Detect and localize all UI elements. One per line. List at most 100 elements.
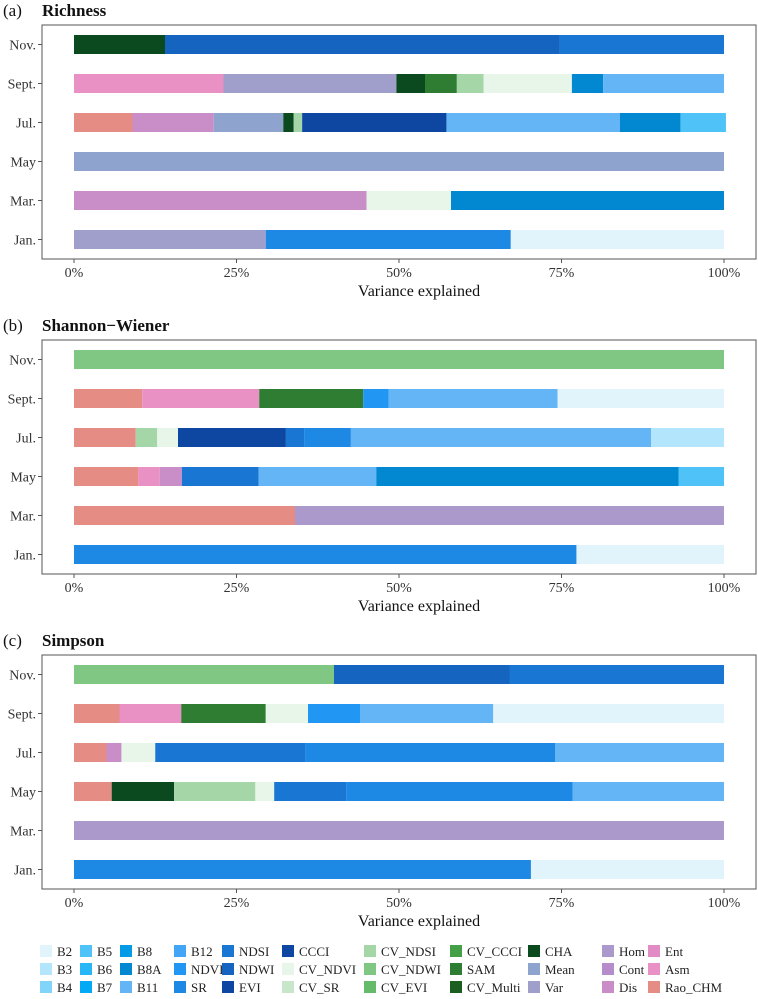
bar-segment-b2 [576, 545, 724, 564]
bar-segment-asm [142, 389, 260, 408]
x-tick-label: 75% [549, 896, 575, 911]
legend-label-cv-evi: CV_EVI [381, 980, 427, 995]
x-tick-label: 50% [386, 581, 412, 596]
bar-segment-b5 [678, 467, 724, 486]
bar-segment-sam [425, 74, 457, 93]
legend-swatch-b7 [80, 981, 92, 993]
bar-segment-ndsi [285, 428, 305, 447]
bar-segment-b8a [451, 191, 724, 210]
x-axis-label: Variance explained [358, 598, 480, 615]
bar-segment-cv-ndvi [255, 782, 275, 801]
bar-segment-b11 [603, 74, 724, 93]
panel-label: (b) [3, 316, 23, 335]
x-tick-label: 100% [708, 581, 741, 596]
legend-label-dis: Dis [619, 980, 637, 995]
bar-segment-b11 [555, 743, 724, 762]
x-tick-label: 0% [65, 266, 84, 281]
panel-label: (c) [3, 631, 22, 650]
bar-segment-b11 [258, 467, 377, 486]
bar-segment-cv-ndwi [74, 350, 724, 369]
bar-segment-sam [181, 704, 266, 723]
x-tick-label: 0% [65, 581, 84, 596]
y-tick-label: Sept. [8, 393, 36, 408]
legend-label-cv-ndwi: CV_NDWI [381, 962, 441, 977]
bar-segment-b2 [510, 230, 724, 249]
legend-label-mean: Mean [545, 962, 575, 977]
bar-segment-ndsi [181, 467, 259, 486]
legend-label-b12: B12 [191, 944, 213, 959]
x-tick-label: 50% [386, 896, 412, 911]
legend-swatch-ndwi [222, 963, 234, 975]
y-tick-label: May [10, 786, 36, 801]
bar-segment-dis [106, 743, 122, 762]
bar-segment-b2 [493, 704, 724, 723]
legend-label-cha: CHA [545, 944, 573, 959]
bar-segment-cv-ndsi [135, 428, 158, 447]
bar-segment-cv-ndsi [174, 782, 256, 801]
x-tick-label: 75% [549, 266, 575, 281]
y-tick-label: May [10, 156, 36, 171]
plot-frame [41, 24, 757, 260]
bar-segment-dis [159, 467, 182, 486]
y-tick-label: Nov. [9, 354, 36, 369]
bar-segment-ndsi [155, 743, 306, 762]
legend-swatch-b5 [80, 945, 92, 957]
bar-segment-evi [178, 428, 286, 447]
legend-swatch-ent [648, 945, 660, 957]
legend-swatch-cv-ndsi [364, 945, 376, 957]
legend-swatch-var [528, 981, 540, 993]
bar-segment-evi [302, 113, 447, 132]
legend-label-b2: B2 [57, 944, 72, 959]
legend-label-cv-ndvi: CV_NDVI [299, 962, 356, 977]
legend-swatch-sam [450, 963, 462, 975]
legend-label-hom: Hom [619, 944, 645, 959]
legend-label-b8a: B8A [137, 962, 162, 977]
legend-label-b11: B11 [137, 980, 158, 995]
chart-panel-2: (b) Shannon−Wiener Nov. Sept. Jul. May Mar. Jan… [3, 316, 757, 615]
bar-segment-sr [304, 428, 351, 447]
bar-segment-sr [305, 743, 555, 762]
panel-title: Simpson [42, 631, 105, 650]
bar-segment-dis [132, 113, 214, 132]
x-tick-label: 75% [549, 581, 575, 596]
legend-swatch-mean [528, 963, 540, 975]
bar-segment-b3 [651, 428, 724, 447]
y-tick-label: Nov. [9, 39, 36, 54]
legend-label-b6: B6 [97, 962, 113, 977]
chart-panel-1: (a) Richness Nov. Sept. Jul. May Mar. Jan. 0% 25%… [3, 1, 757, 300]
legend-label-ndwi: NDWI [239, 962, 274, 977]
plot-frame [41, 654, 757, 890]
bar-segment-rao-chm [74, 782, 112, 801]
bar-segment-asm [138, 467, 160, 486]
panel-title: Richness [42, 1, 107, 20]
y-tick-label: Jan. [14, 549, 36, 564]
legend-swatch-evi [222, 981, 234, 993]
legend-label-cv-ccci: CV_CCCI [467, 944, 522, 959]
x-axis-label: Variance explained [358, 913, 480, 930]
bar-segment-b11 [446, 113, 620, 132]
legend-swatch-cv-ndvi [282, 963, 294, 975]
legend-swatch-cha [528, 945, 540, 957]
legend-swatch-cont [602, 963, 614, 975]
y-tick-label: Jul. [16, 117, 36, 132]
bar-segment-cv-ndvi [121, 743, 156, 762]
legend-label-ent: Ent [665, 944, 683, 959]
bar-segment-cv-ndvi [483, 74, 572, 93]
bar-segment-rao-chm [74, 704, 120, 723]
bar-segment-rao-chm [74, 389, 143, 408]
legend-swatch-b8 [120, 945, 132, 957]
bar-segment-cv-ndsi [456, 74, 484, 93]
bar-segment-asm [74, 74, 224, 93]
legend-label-var: Var [545, 980, 564, 995]
chart-panel-3: (c) Simpson Nov. Sept. Jul. May Mar. Jan. 0% 25% 5… [3, 631, 757, 930]
plot-frame [41, 339, 757, 575]
legend-swatch-b6 [80, 963, 92, 975]
legend-label-ndvi: NDVI [191, 962, 224, 977]
bar-segment-cv-ndvi [366, 191, 451, 210]
bar-segment-b8a [376, 467, 679, 486]
legend-swatch-hom [602, 945, 614, 957]
legend-swatch-cv-ndwi [364, 963, 376, 975]
y-tick-label: Sept. [8, 78, 36, 93]
bar-segment-ndvi [308, 704, 360, 723]
panel-label: (a) [3, 1, 22, 20]
